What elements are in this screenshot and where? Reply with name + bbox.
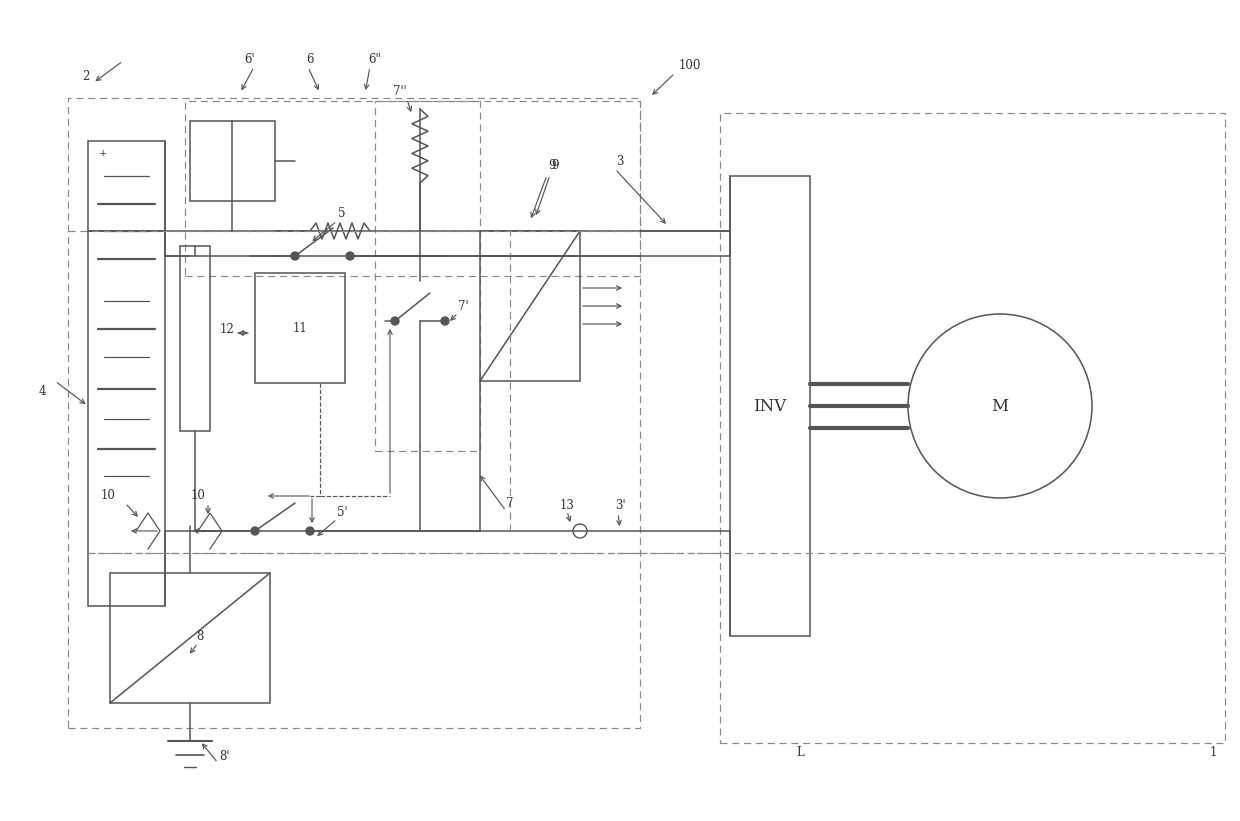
Text: 10: 10 — [191, 488, 206, 502]
Circle shape — [291, 252, 299, 260]
Text: 6: 6 — [306, 53, 314, 66]
Text: 6': 6' — [244, 53, 255, 66]
Text: M: M — [992, 397, 1008, 415]
Text: 1: 1 — [1209, 746, 1216, 759]
Text: 9: 9 — [548, 158, 556, 172]
Bar — [110, 573, 270, 703]
Text: 5: 5 — [339, 207, 346, 219]
Bar — [68, 98, 640, 728]
Bar — [480, 231, 580, 381]
Bar — [185, 101, 640, 276]
Text: 6": 6" — [368, 53, 382, 66]
Text: 3': 3' — [615, 498, 625, 511]
Circle shape — [306, 527, 314, 535]
Circle shape — [391, 317, 399, 325]
Text: 3: 3 — [616, 154, 624, 167]
Circle shape — [346, 252, 353, 260]
Text: 9: 9 — [552, 158, 559, 172]
Text: 11: 11 — [293, 322, 308, 334]
Text: 8: 8 — [196, 630, 203, 643]
Text: 7': 7' — [458, 300, 469, 313]
Bar — [730, 176, 810, 636]
Text: 4: 4 — [38, 384, 46, 397]
Text: L: L — [796, 746, 804, 759]
Text: 10: 10 — [100, 488, 115, 502]
Circle shape — [250, 527, 259, 535]
Circle shape — [441, 317, 449, 325]
Bar — [190, 121, 275, 201]
Text: 5': 5' — [337, 507, 347, 520]
Bar — [180, 246, 210, 431]
Text: 7'': 7'' — [393, 85, 407, 98]
Text: 8': 8' — [218, 750, 229, 763]
Bar — [88, 141, 165, 606]
Text: 12: 12 — [219, 323, 234, 336]
Text: 7: 7 — [506, 497, 513, 510]
Bar — [720, 113, 1225, 743]
Bar — [255, 273, 345, 383]
Text: 100: 100 — [678, 58, 701, 71]
Text: +: + — [99, 149, 107, 158]
Text: INV: INV — [754, 397, 786, 415]
Text: 2: 2 — [82, 70, 89, 82]
Text: 13: 13 — [559, 498, 574, 511]
Bar — [374, 101, 480, 451]
